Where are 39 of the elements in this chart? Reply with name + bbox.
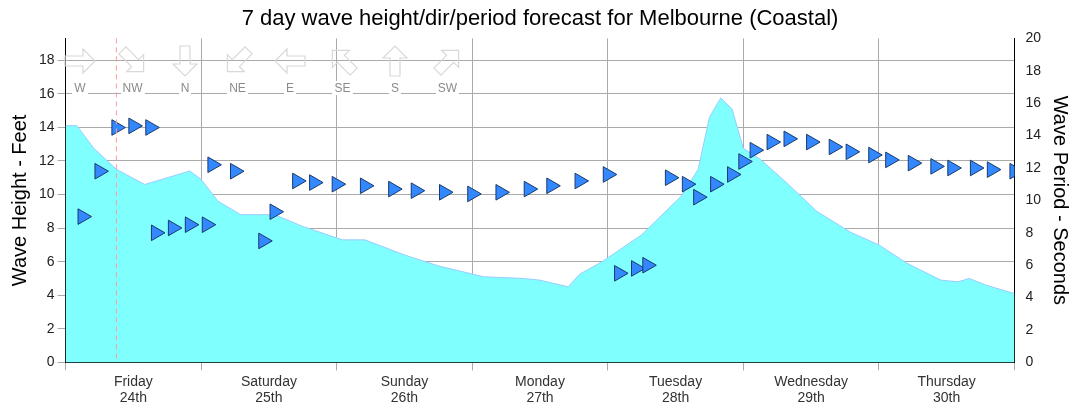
y-axis-title: Wave Height - Feet bbox=[7, 114, 30, 287]
y-tick-label: 18 bbox=[38, 51, 55, 68]
x-tick-label: Thursday 30th bbox=[917, 372, 976, 406]
y2-tick-label: 10 bbox=[1025, 191, 1042, 208]
chart-title: 7 day wave height/dir/period forecast for Melbourne (Coastal) bbox=[241, 5, 839, 31]
annotation: N bbox=[178, 81, 192, 95]
y2-axis-title: Wave Period - Seconds bbox=[1050, 95, 1073, 306]
y2-tick-label: 6 bbox=[1025, 256, 1034, 273]
y-tick-label: 12 bbox=[38, 151, 55, 168]
y2-tick-label: 2 bbox=[1025, 320, 1034, 337]
y2-tick-label: 8 bbox=[1025, 223, 1034, 240]
y2-tick-label: 16 bbox=[1025, 94, 1042, 111]
annotation: W bbox=[72, 81, 88, 95]
y-tick-label: 16 bbox=[38, 84, 55, 101]
y-tick-label: 0 bbox=[46, 353, 55, 370]
y2-tick-label: 0 bbox=[1025, 353, 1034, 370]
y-tick-label: 6 bbox=[46, 252, 55, 269]
x-tick-label: Friday 24th bbox=[113, 372, 153, 406]
y-tick-label: 14 bbox=[38, 118, 55, 135]
x-tick-label: Tuesday 28th bbox=[648, 372, 703, 406]
annotation: E bbox=[283, 81, 296, 95]
annotation: NE bbox=[227, 81, 248, 95]
x-tick-label: Saturday 25th bbox=[240, 372, 297, 406]
annotation: S bbox=[388, 81, 401, 95]
y2-tick-label: 12 bbox=[1025, 158, 1042, 175]
y2-tick-label: 18 bbox=[1025, 61, 1042, 78]
annotation: SE bbox=[332, 81, 353, 95]
x-tick-label: Sunday 26th bbox=[380, 372, 429, 406]
y-tick-label: 2 bbox=[46, 319, 55, 336]
x-tick-label: Wednesday 29th bbox=[774, 372, 848, 406]
y-tick-label: 10 bbox=[38, 185, 55, 202]
annotation: NW bbox=[120, 81, 145, 95]
y-tick-label: 8 bbox=[46, 218, 55, 235]
y2-tick-label: 20 bbox=[1025, 29, 1042, 46]
y2-tick-label: 4 bbox=[1025, 288, 1034, 305]
y2-tick-label: 14 bbox=[1025, 126, 1042, 143]
y-tick-label: 4 bbox=[46, 286, 55, 303]
x-tick-label: Monday 27th bbox=[515, 372, 565, 406]
annotation: SW bbox=[435, 81, 460, 95]
